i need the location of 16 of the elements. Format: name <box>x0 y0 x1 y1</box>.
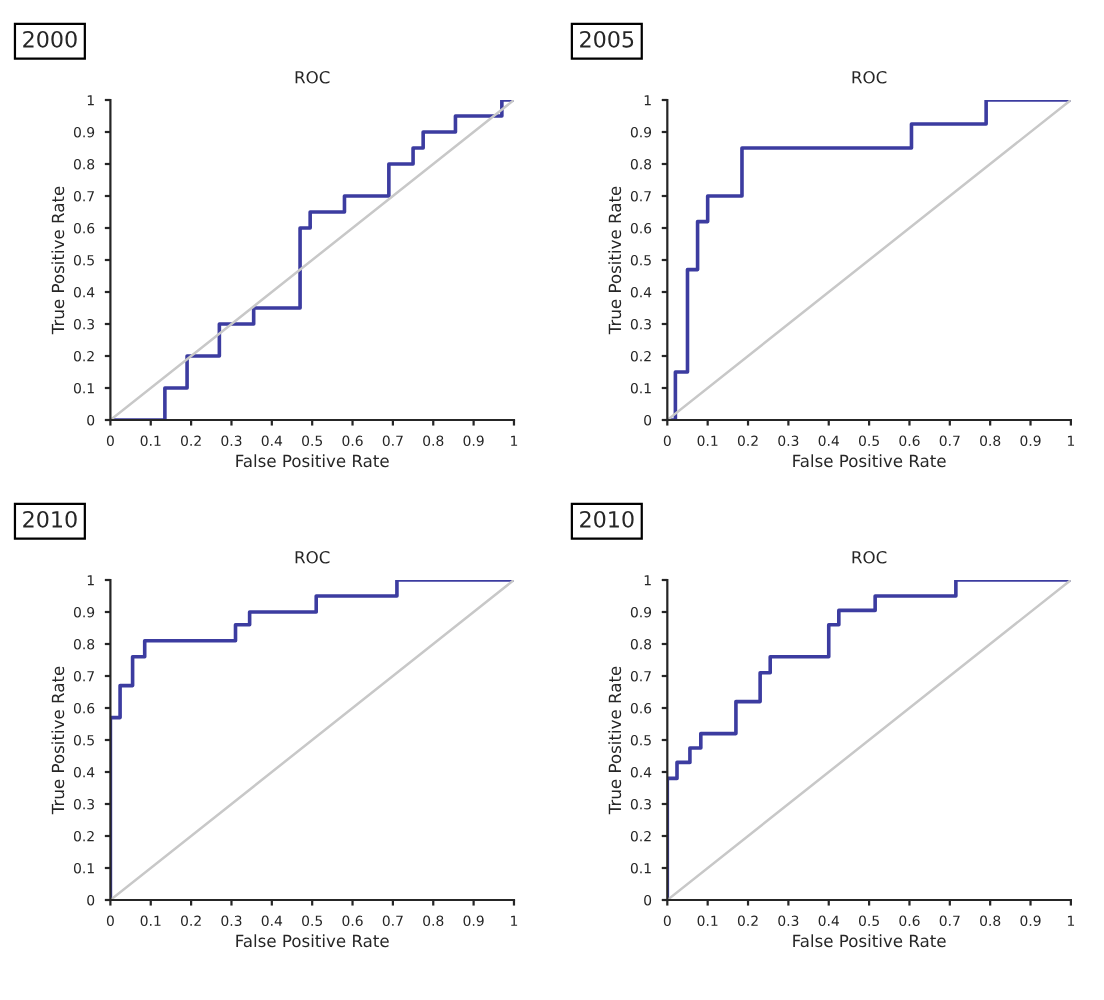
x-axis-title: False Positive Rate <box>236 934 389 948</box>
chart-title: ROC <box>852 70 887 84</box>
x-axis-title: False Positive Rate <box>793 934 946 948</box>
text: 2010 <box>580 510 634 528</box>
text: 2010 <box>23 510 77 528</box>
text: 2000 <box>23 30 77 48</box>
x-axis-title: False Positive Rate <box>793 454 946 468</box>
chart-title: ROC <box>295 70 330 84</box>
y-axis-title: True Positive Rate <box>51 186 65 335</box>
y-axis-title: True Positive Rate <box>608 666 622 815</box>
x-axis-title: False Positive Rate <box>236 454 389 468</box>
chart-title: ROC <box>295 550 330 564</box>
chart-title: ROC <box>852 550 887 564</box>
y-axis-title: True Positive Rate <box>608 186 622 335</box>
y-axis-title: True Positive Rate <box>51 666 65 815</box>
text: 2005 <box>580 30 634 48</box>
